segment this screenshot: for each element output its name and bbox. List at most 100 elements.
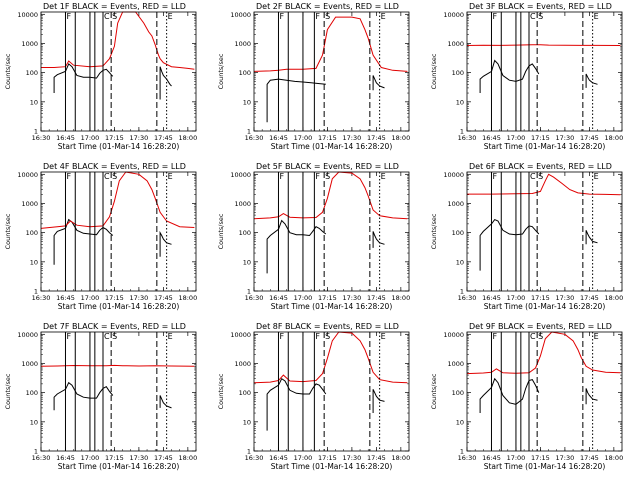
x-tick-label: 17:00 bbox=[294, 134, 313, 142]
events-series-line bbox=[53, 218, 114, 265]
marker-label: S bbox=[112, 172, 117, 181]
x-tick-label: 16:45 bbox=[56, 294, 75, 302]
x-tick-label: 16:30 bbox=[32, 454, 51, 462]
x-tick-label: 17:45 bbox=[580, 134, 599, 142]
x-tick-label: 17:45 bbox=[367, 454, 386, 462]
x-tick-label: 18:00 bbox=[604, 134, 623, 142]
lld-series-line bbox=[253, 171, 408, 220]
x-tick-label: 18:00 bbox=[391, 134, 410, 142]
y-axis-label: Counts/sec bbox=[217, 53, 225, 89]
x-tick-label: 16:30 bbox=[245, 454, 264, 462]
panel-title: Det 8F BLACK = Events, RED = LLD bbox=[256, 322, 399, 331]
x-tick-label: 17:15 bbox=[318, 294, 337, 302]
y-tick-label: 100 bbox=[452, 389, 464, 397]
marker-label: E bbox=[594, 12, 599, 21]
x-tick-label: 17:30 bbox=[556, 134, 575, 142]
y-tick-label: 1000 bbox=[21, 200, 38, 208]
panel-det-1: Det 1F BLACK = Events, RED = LLD Counts/s… bbox=[4, 2, 197, 151]
marker-label: E bbox=[381, 172, 386, 181]
y-tick-label: 1 bbox=[34, 128, 38, 136]
marker-label: C bbox=[530, 172, 536, 181]
marker-label: E bbox=[168, 172, 173, 181]
marker-label: E bbox=[168, 12, 173, 21]
y-tick-label: 10 bbox=[456, 98, 464, 106]
plot-frame bbox=[466, 171, 623, 292]
x-tick-label: 16:45 bbox=[269, 134, 288, 142]
x-tick-label: 16:30 bbox=[32, 294, 51, 302]
marker-label: S bbox=[538, 172, 543, 181]
x-tick-label: 18:00 bbox=[178, 294, 197, 302]
x-tick-label: 16:45 bbox=[269, 454, 288, 462]
y-tick-label: 10000 bbox=[443, 171, 464, 179]
marker-label: F bbox=[492, 172, 497, 181]
y-tick-label: 1 bbox=[247, 128, 251, 136]
events-series-line bbox=[479, 59, 540, 93]
x-tick-label: 18:00 bbox=[178, 134, 197, 142]
y-tick-label: 1 bbox=[247, 288, 251, 296]
x-tick-label: 17:30 bbox=[130, 454, 149, 462]
y-tick-label: 10000 bbox=[443, 11, 464, 19]
x-tick-label: 16:45 bbox=[269, 294, 288, 302]
marker-label: C bbox=[104, 12, 110, 21]
marker-label: F bbox=[492, 12, 497, 21]
y-tick-label: 100 bbox=[26, 69, 38, 77]
y-tick-label: 10000 bbox=[17, 331, 38, 339]
events-series-line bbox=[372, 389, 385, 413]
plot-frame bbox=[40, 171, 197, 292]
marker-label: C bbox=[530, 332, 536, 341]
x-tick-label: 17:15 bbox=[531, 134, 550, 142]
panel-title: Det 3F BLACK = Events, RED = LLD bbox=[469, 2, 612, 11]
marker-label: E bbox=[381, 332, 386, 341]
y-tick-label: 1 bbox=[34, 288, 38, 296]
lld-series-line bbox=[466, 331, 621, 375]
events-series-line bbox=[53, 63, 114, 93]
x-axis-label: Start Time (01-Mar-14 16:28:20) bbox=[484, 302, 606, 311]
plot-frame bbox=[253, 171, 410, 292]
x-tick-label: 17:15 bbox=[531, 454, 550, 462]
events-series-line bbox=[159, 395, 172, 409]
x-axis-label: Start Time (01-Mar-14 16:28:20) bbox=[271, 302, 393, 311]
x-tick-label: 18:00 bbox=[178, 454, 197, 462]
y-tick-label: 100 bbox=[26, 389, 38, 397]
x-tick-label: 18:00 bbox=[604, 294, 623, 302]
events-series-line bbox=[159, 66, 172, 100]
events-series-line bbox=[266, 377, 327, 431]
x-tick-label: 17:45 bbox=[580, 294, 599, 302]
events-series-line bbox=[159, 230, 172, 257]
marker-label: E bbox=[168, 332, 173, 341]
x-tick-label: 17:00 bbox=[507, 294, 526, 302]
lld-series-line bbox=[40, 364, 195, 367]
x-tick-label: 16:45 bbox=[482, 294, 501, 302]
y-tick-label: 10000 bbox=[230, 331, 251, 339]
events-series-line bbox=[585, 73, 598, 88]
marker-label: S bbox=[112, 12, 117, 21]
y-tick-label: 10 bbox=[243, 258, 251, 266]
marker-label: C bbox=[104, 172, 110, 181]
x-tick-label: 17:45 bbox=[154, 454, 173, 462]
x-tick-label: 17:15 bbox=[318, 454, 337, 462]
panel-det-9: Det 9F BLACK = Events, RED = LLD Counts/s… bbox=[430, 322, 623, 471]
x-tick-label: 17:30 bbox=[343, 294, 362, 302]
events-series-line bbox=[479, 377, 540, 413]
marker-label: F bbox=[315, 12, 320, 21]
events-series-line bbox=[585, 388, 598, 405]
marker-label: F bbox=[279, 172, 284, 181]
lld-series-line bbox=[467, 173, 621, 196]
y-tick-label: 10000 bbox=[17, 11, 38, 19]
events-series-line bbox=[585, 230, 598, 245]
marker-label: E bbox=[594, 172, 599, 181]
marker-label: S bbox=[538, 12, 543, 21]
y-tick-label: 100 bbox=[239, 389, 251, 397]
x-tick-label: 17:45 bbox=[154, 134, 173, 142]
plot-frame bbox=[466, 331, 623, 452]
y-tick-label: 1000 bbox=[21, 360, 38, 368]
y-tick-label: 10 bbox=[456, 418, 464, 426]
marker-label: S bbox=[112, 332, 117, 341]
panel-det-6: Det 6F BLACK = Events, RED = LLD Counts/s… bbox=[430, 162, 623, 311]
events-series-line bbox=[372, 231, 385, 248]
lld-series-line bbox=[466, 44, 621, 46]
y-axis-label: Counts/sec bbox=[217, 213, 225, 249]
y-tick-label: 10000 bbox=[230, 11, 251, 19]
marker-label: F bbox=[279, 332, 284, 341]
x-tick-label: 17:30 bbox=[556, 294, 575, 302]
